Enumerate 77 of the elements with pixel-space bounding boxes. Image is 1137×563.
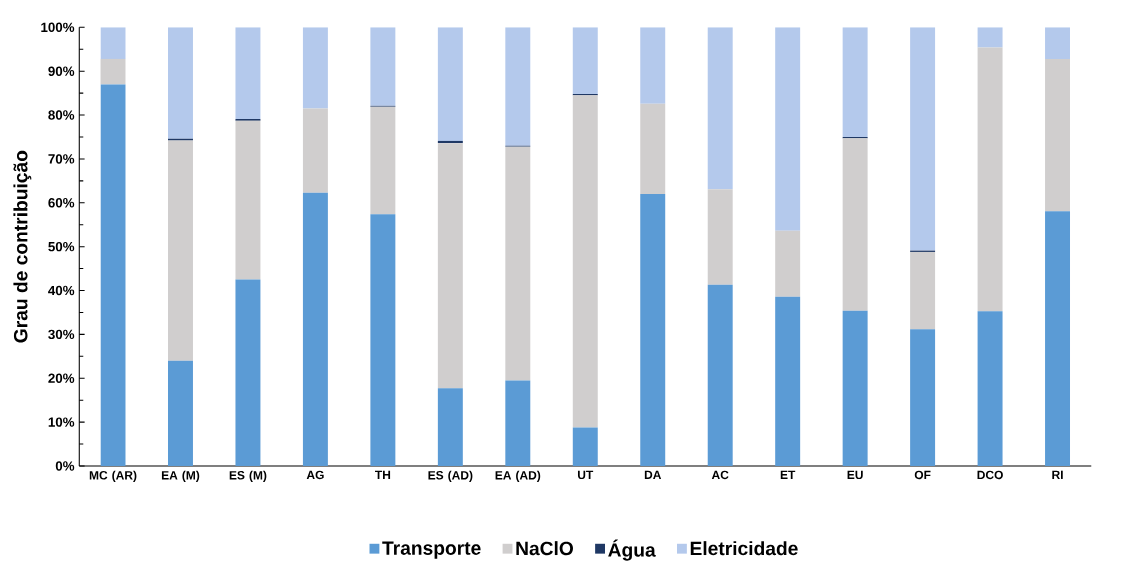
bar <box>370 106 396 215</box>
bar <box>977 47 1003 312</box>
bar <box>977 311 1003 466</box>
bar <box>168 27 193 139</box>
y-tick-label: 0% <box>55 461 75 471</box>
legend-label: NaClO <box>516 541 573 556</box>
bar <box>707 27 733 190</box>
x-tick-label: OF <box>914 470 931 480</box>
bar <box>775 296 801 466</box>
bar <box>100 84 126 466</box>
x-tick-label: TH <box>375 470 391 479</box>
bar <box>437 388 463 466</box>
bar <box>707 284 733 466</box>
y-tick-label: 30% <box>48 329 75 340</box>
y-tick-label: 70% <box>48 154 75 164</box>
x-tick-label: MC (AR) <box>89 470 137 482</box>
bar <box>235 120 261 280</box>
x-tick-label: EA (M) <box>161 470 200 482</box>
bar <box>842 310 868 466</box>
bar <box>302 27 328 109</box>
y-tick-label: 60% <box>48 198 75 208</box>
y-tick-label: 10% <box>48 417 75 427</box>
y-axis-title: Grau de contribuição <box>13 150 32 343</box>
bar <box>775 27 801 231</box>
bar <box>505 27 531 146</box>
y-tick-label: 80% <box>48 110 75 120</box>
bar <box>640 194 666 466</box>
bar <box>910 27 936 251</box>
x-tick-label: UT <box>577 470 594 480</box>
bar <box>437 27 463 141</box>
x-tick-label: RI <box>1052 470 1063 479</box>
bar <box>842 27 868 137</box>
bar <box>775 230 801 297</box>
bar <box>1045 211 1071 466</box>
x-tick-label: EU <box>847 470 863 480</box>
x-tick-label: ES (M) <box>229 470 267 482</box>
x-tick-label: ES (AD) <box>428 470 473 482</box>
bar <box>505 146 531 381</box>
bar <box>910 329 936 466</box>
bar <box>640 27 666 104</box>
bar <box>168 360 193 466</box>
bar <box>100 27 126 59</box>
bar <box>572 27 598 95</box>
y-tick-label: 50% <box>48 241 75 252</box>
x-tick-label: AG <box>306 470 324 480</box>
bar <box>100 58 126 85</box>
y-tick-label: 100% <box>41 22 75 33</box>
x-tick-label: EA (AD) <box>495 470 541 482</box>
bar <box>437 143 463 389</box>
bar <box>235 27 261 120</box>
bar <box>235 279 261 466</box>
y-tick-label: 90% <box>48 66 75 76</box>
x-tick-label: AC <box>711 470 729 480</box>
x-tick-label: DCO <box>977 470 1003 480</box>
bar <box>842 138 868 311</box>
legend-label: Eletricidade <box>690 541 798 556</box>
y-tick-label: 20% <box>48 373 75 383</box>
x-tick-label: DA <box>644 470 662 479</box>
bar <box>168 140 193 361</box>
bar <box>370 27 396 106</box>
bar <box>640 103 666 195</box>
bar <box>1045 27 1071 59</box>
bar <box>302 108 328 193</box>
bar <box>505 380 531 466</box>
bar <box>707 189 733 285</box>
legend-label: Transporte <box>382 541 481 559</box>
y-tick-label: 40% <box>48 285 75 296</box>
bar <box>572 95 598 428</box>
bar <box>302 192 328 466</box>
x-tick-label: ET <box>780 470 796 479</box>
bar <box>370 214 396 466</box>
bar <box>437 140 463 144</box>
bar <box>977 27 1003 48</box>
legend-label: Água <box>608 539 656 561</box>
bar <box>1045 58 1071 212</box>
bar <box>910 251 936 330</box>
bar <box>572 427 598 466</box>
